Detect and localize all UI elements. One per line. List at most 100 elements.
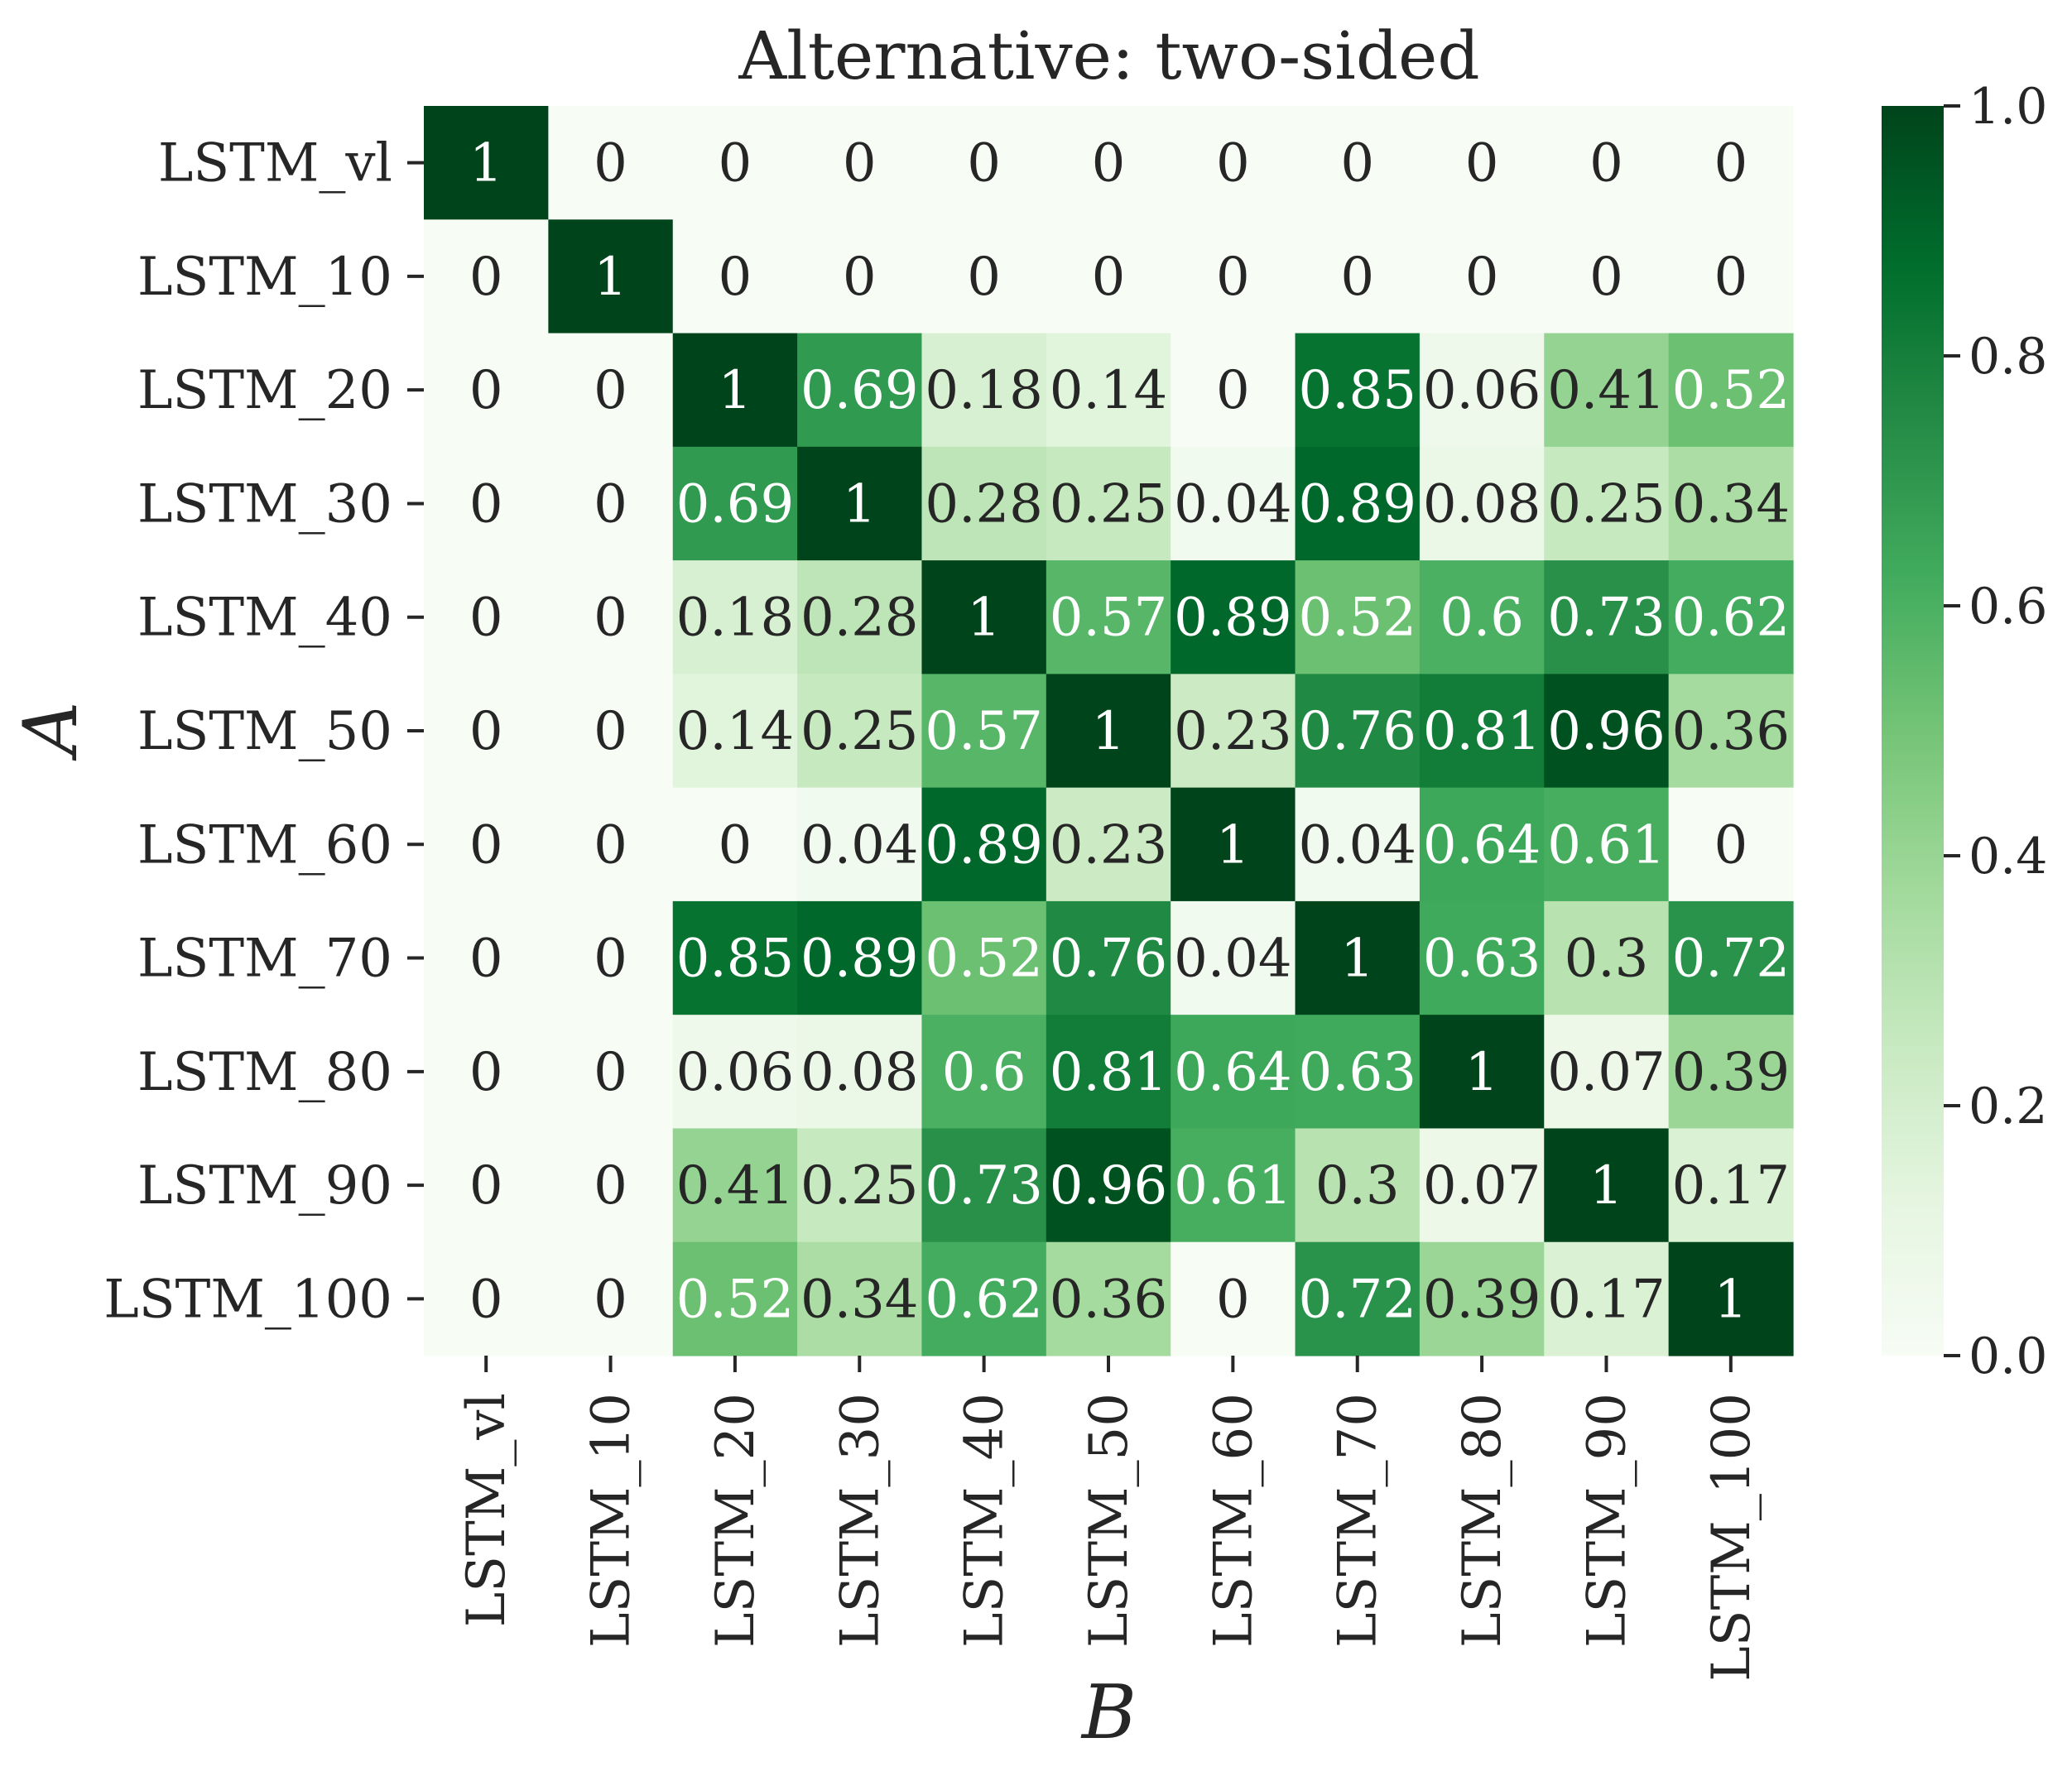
heatmap-cell	[921, 674, 1047, 789]
heatmap-cell	[797, 560, 923, 674]
cell-value-label: 0.25	[1547, 473, 1666, 535]
cell-value-label: 0	[469, 1042, 503, 1103]
heatmap-cell	[1046, 106, 1171, 220]
heatmap-cell	[1171, 1015, 1296, 1130]
cell-value-label: 0	[469, 814, 503, 876]
cell-value-label: 0.62	[1672, 588, 1791, 649]
colorbar-gradient	[1882, 106, 1944, 1356]
heatmap-cell	[1544, 446, 1670, 561]
heatmap-cell	[1419, 1128, 1545, 1243]
heatmap-cell	[921, 787, 1047, 902]
heatmap-cell	[672, 900, 798, 1015]
cell-value-label: 1	[1216, 814, 1250, 876]
cell-value-label: 0	[719, 133, 752, 194]
cell-value-label: 0	[469, 1269, 503, 1330]
heatmap-cell	[424, 219, 549, 334]
cell-value-label: 0.76	[1050, 929, 1168, 990]
heatmap-cell	[1171, 674, 1296, 789]
heatmap-cell	[548, 787, 674, 902]
heatmap-cell	[548, 219, 674, 334]
heatmap-cell	[672, 106, 798, 220]
heatmap-cell	[424, 1015, 549, 1130]
cell-value-label: 0.04	[800, 814, 919, 876]
cell-value-label: 0.73	[925, 1155, 1043, 1217]
x-tick-label: LSTM_80	[1452, 1393, 1513, 1648]
heatmap-cell	[1419, 1015, 1545, 1130]
cell-value-label: 0	[469, 588, 503, 649]
cell-value-label: 0.3	[1565, 929, 1649, 990]
cell-value-label: 1	[594, 247, 627, 308]
heatmap-cell	[1544, 1241, 1670, 1356]
y-axis-label: A	[7, 702, 94, 761]
heatmap-cell	[1295, 446, 1421, 561]
cell-value-label: 0.17	[1672, 1155, 1791, 1217]
heatmap-cell	[1171, 560, 1296, 674]
heatmap-cell	[797, 1015, 923, 1130]
heatmap-cell	[672, 333, 798, 448]
cell-value-label: 0	[469, 473, 503, 535]
cell-value-label: 0	[1216, 247, 1250, 308]
cell-value-label: 0.63	[1423, 929, 1541, 990]
cell-value-label: 0	[1216, 360, 1250, 421]
heatmap-cell	[1171, 1241, 1296, 1356]
heatmap-cell	[1046, 333, 1171, 448]
cell-value-label: 0.69	[800, 360, 919, 421]
heatmap-cell	[1046, 560, 1171, 674]
heatmap-cell	[424, 787, 549, 902]
heatmap-cell	[1668, 560, 1794, 674]
colorbar-tick-label: 1.0	[1969, 78, 2047, 136]
x-tick-label: LSTM_70	[1328, 1393, 1389, 1648]
colorbar-tick-label: 0.6	[1969, 578, 2047, 636]
heatmap-cell	[1046, 900, 1171, 1015]
heatmap-cell	[672, 560, 798, 674]
cell-value-label: 0	[594, 1042, 627, 1103]
heatmap-cell	[1544, 1128, 1670, 1243]
heatmap-cell	[1171, 1128, 1296, 1243]
cell-value-label: 0	[1714, 133, 1747, 194]
cell-value-label: 0	[594, 1155, 627, 1217]
cell-value-label: 0.63	[1298, 1042, 1416, 1103]
heatmap-cell	[672, 446, 798, 561]
cell-value-label: 0	[967, 247, 1001, 308]
heatmap-cell	[1171, 787, 1296, 902]
cell-value-label: 0.85	[1298, 360, 1416, 421]
cell-value-label: 0.17	[1547, 1269, 1666, 1330]
cell-value-label: 0.96	[1547, 701, 1666, 762]
cell-value-label: 0.04	[1174, 473, 1292, 535]
x-axis-ticks: LSTM_vl LSTM_10 LSTM_20 LSTM_30 LSTM_40 LSTM_…	[456, 1356, 1762, 1682]
heatmap-cell	[1295, 674, 1421, 789]
cell-value-label: 0	[1340, 133, 1374, 194]
cell-value-label: 0.57	[925, 701, 1043, 762]
heatmap-cell	[1171, 219, 1296, 334]
heatmap-cell	[1668, 1241, 1794, 1356]
heatmap-cell	[797, 446, 923, 561]
heatmap-cell	[921, 1015, 1047, 1130]
heatmap-cell	[1544, 560, 1670, 674]
cell-value-label: 0.18	[925, 360, 1043, 421]
heatmap-cell	[1046, 446, 1171, 561]
cell-value-label: 0	[469, 929, 503, 990]
heatmap-cell	[1295, 106, 1421, 220]
heatmap-cell	[1046, 787, 1171, 902]
cell-value-label: 0.72	[1672, 929, 1791, 990]
cell-value-label: 0.81	[1423, 701, 1541, 762]
cell-value-label: 0.06	[1423, 360, 1541, 421]
cell-value-label: 0.39	[1672, 1042, 1791, 1103]
heatmap-cell	[1668, 900, 1794, 1015]
heatmap-cell	[797, 900, 923, 1015]
cell-value-label: 0	[594, 701, 627, 762]
heatmap-cell	[1544, 674, 1670, 789]
x-tick-label: LSTM_40	[954, 1393, 1016, 1648]
colorbar-tick-label: 0.0	[1969, 1327, 2047, 1385]
heatmap-cell	[1668, 446, 1794, 561]
cell-value-label: 0.6	[1440, 588, 1524, 649]
heatmap-cell	[1544, 1015, 1670, 1130]
heatmap-cell	[1419, 900, 1545, 1015]
cell-value-label: 0.25	[800, 1155, 919, 1217]
heatmap-cell	[1046, 674, 1171, 789]
cell-value-label: 1	[1465, 1042, 1499, 1103]
heatmap-cell	[1419, 333, 1545, 448]
heatmap-cell	[1419, 787, 1545, 902]
chart-title: Alternative: two-sided	[738, 17, 1479, 94]
